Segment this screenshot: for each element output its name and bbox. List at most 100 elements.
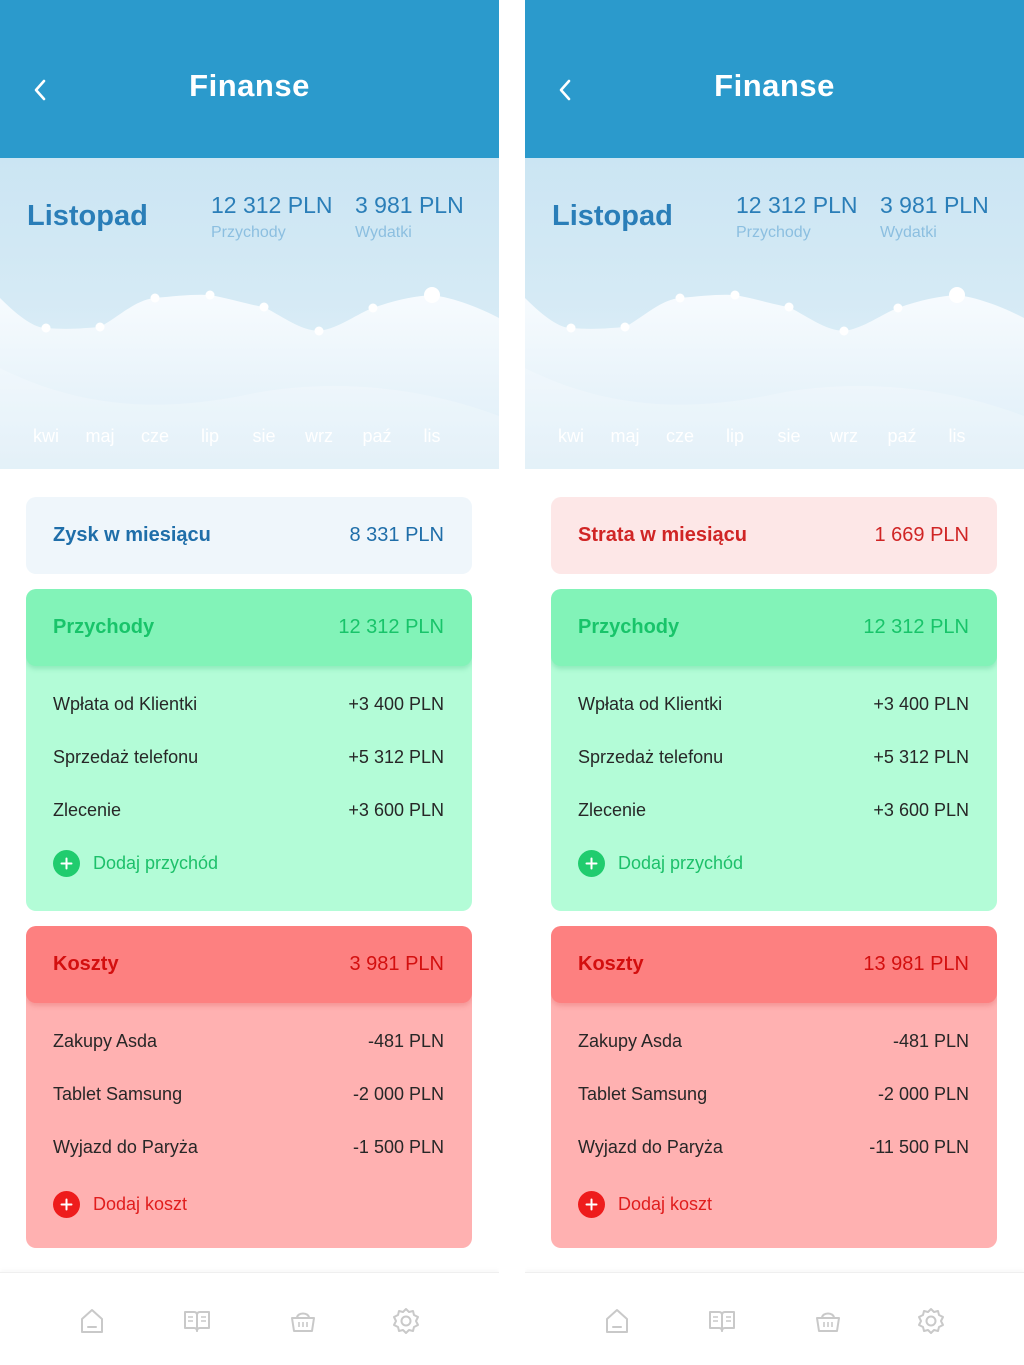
nav-home[interactable] xyxy=(599,1303,635,1339)
chevron-left-icon xyxy=(559,79,571,101)
settings-icon xyxy=(918,1308,944,1334)
cost-row-name: Tablet Samsung xyxy=(53,1084,183,1104)
chart-point-lis-selected[interactable] xyxy=(424,287,440,303)
cost-card-header[interactable]: Koszty 3 981 PLN xyxy=(26,926,472,1003)
income-row-amount: +3 400 PLN xyxy=(873,694,969,714)
income-row-name: Wpłata od Klientki xyxy=(578,694,723,714)
month-label[interactable]: sie xyxy=(252,426,276,446)
cost-row[interactable]: Tablet Samsung -2 000 PLN xyxy=(26,1068,472,1121)
income-card-header[interactable]: Przychody 12 312 PLN xyxy=(551,589,997,666)
month-label[interactable]: lip xyxy=(725,426,744,446)
month-label[interactable]: lip xyxy=(200,426,219,446)
settings-icon xyxy=(393,1308,419,1334)
add-cost-button[interactable]: Dodaj koszt xyxy=(26,1178,472,1231)
month-label[interactable]: cze xyxy=(140,426,169,446)
month-label[interactable]: maj xyxy=(610,426,640,446)
income-card-header[interactable]: Przychody 12 312 PLN xyxy=(26,589,472,666)
income-row[interactable]: Wpłata od Klientki +3 400 PLN xyxy=(26,678,472,731)
cost-row[interactable]: Zakupy Asda -481 PLN xyxy=(551,1015,997,1068)
chart-point-lis-selected[interactable] xyxy=(949,287,965,303)
income-row-amount: +3 600 PLN xyxy=(348,800,444,820)
income-row[interactable]: Sprzedaż telefonu +5 312 PLN xyxy=(26,731,472,784)
cost-row[interactable]: Tablet Samsung -2 000 PLN xyxy=(551,1068,997,1121)
expense-stat: 3 981 PLN Wydatki xyxy=(880,192,989,242)
chart-point-kwi[interactable] xyxy=(566,323,576,333)
chart-point-cze[interactable] xyxy=(150,293,160,303)
cost-row[interactable]: Wyjazd do Paryża -1 500 PLN xyxy=(26,1121,472,1174)
income-card: Przychody 12 312 PLN Wpłata od Klientki … xyxy=(551,589,997,911)
chart-point-sie[interactable] xyxy=(259,302,269,312)
chart-point-lip[interactable] xyxy=(730,290,740,300)
cost-row[interactable]: Zakupy Asda -481 PLN xyxy=(26,1015,472,1068)
cost-card-header[interactable]: Koszty 13 981 PLN xyxy=(551,926,997,1003)
top-app-bar: Finanse xyxy=(0,0,499,158)
chart-point-kwi[interactable] xyxy=(41,323,51,333)
chart-point-wrz[interactable] xyxy=(314,326,324,336)
income-row[interactable]: Zlecenie +3 600 PLN xyxy=(26,784,472,837)
cost-row-amount: -11 500 PLN xyxy=(869,1137,969,1157)
basket-icon xyxy=(291,1312,315,1332)
chart-point-lip[interactable] xyxy=(205,290,215,300)
income-row[interactable]: Wpłata od Klientki +3 400 PLN xyxy=(551,678,997,731)
nav-home[interactable] xyxy=(74,1303,110,1339)
month-label[interactable]: wrz xyxy=(830,426,858,446)
cost-row-name: Wyjazd do Paryża xyxy=(578,1137,723,1157)
add-income-button[interactable]: Dodaj przychód xyxy=(551,837,997,890)
cost-row-name: Zakupy Asda xyxy=(53,1031,158,1051)
cost-card-total: 3 981 PLN xyxy=(349,953,444,975)
chart-point-paz[interactable] xyxy=(893,303,903,313)
summary-label: Zysk w miesiącu xyxy=(53,524,211,546)
add-cost-button[interactable]: Dodaj koszt xyxy=(551,1178,997,1231)
phone-screen-profit: Finanse Listopad xyxy=(0,0,499,1365)
plus-icon xyxy=(53,850,80,877)
plus-icon xyxy=(578,850,605,877)
nav-settings[interactable] xyxy=(388,1303,424,1339)
month-axis: kwi maj cze lip sie wrz paź lis xyxy=(0,426,499,450)
income-stat-label: Przychody xyxy=(211,224,286,241)
phone-screen-loss: Finanse Listopad xyxy=(525,0,1024,1365)
chart-point-paz[interactable] xyxy=(368,303,378,313)
plus-icon xyxy=(578,1191,605,1218)
month-label[interactable]: paź xyxy=(887,426,917,446)
income-stat-label: Przychody xyxy=(736,224,811,241)
chart-point-cze[interactable] xyxy=(675,293,685,303)
chart-point-maj[interactable] xyxy=(95,322,105,332)
month-label[interactable]: lis xyxy=(423,426,441,446)
chevron-left-icon xyxy=(34,79,46,101)
current-month: Listopad xyxy=(27,200,148,232)
chart-point-sie[interactable] xyxy=(784,302,794,312)
back-button[interactable] xyxy=(22,70,58,110)
nav-settings[interactable] xyxy=(913,1303,949,1339)
expense-stat: 3 981 PLN Wydatki xyxy=(355,192,464,242)
bottom-navigation xyxy=(525,1272,1024,1365)
income-row-name: Zlecenie xyxy=(53,800,122,820)
month-label[interactable]: wrz xyxy=(305,426,333,446)
month-label[interactable]: paź xyxy=(362,426,392,446)
income-card: Przychody 12 312 PLN Wpłata od Klientki … xyxy=(26,589,472,911)
month-label[interactable]: maj xyxy=(85,426,115,446)
add-income-button[interactable]: Dodaj przychód xyxy=(26,837,472,890)
income-row[interactable]: Sprzedaż telefonu +5 312 PLN xyxy=(551,731,997,784)
add-cost-label: Dodaj koszt xyxy=(618,1194,713,1214)
month-label[interactable]: kwi xyxy=(558,426,584,446)
summary-value: 8 331 PLN xyxy=(349,524,444,546)
income-row[interactable]: Zlecenie +3 600 PLN xyxy=(551,784,997,837)
nav-basket[interactable] xyxy=(810,1303,846,1339)
cost-row[interactable]: Wyjazd do Paryża -11 500 PLN xyxy=(551,1121,997,1174)
nav-book[interactable] xyxy=(704,1303,740,1339)
nav-basket[interactable] xyxy=(285,1303,321,1339)
month-label[interactable]: lis xyxy=(948,426,966,446)
income-card-total: 12 312 PLN xyxy=(338,616,444,638)
chart-point-maj[interactable] xyxy=(620,322,630,332)
month-label[interactable]: sie xyxy=(777,426,801,446)
current-month: Listopad xyxy=(552,200,673,232)
month-label[interactable]: kwi xyxy=(33,426,59,446)
nav-book[interactable] xyxy=(179,1303,215,1339)
back-button[interactable] xyxy=(547,70,583,110)
add-income-label: Dodaj przychód xyxy=(93,853,219,873)
month-label[interactable]: cze xyxy=(665,426,694,446)
screen-divider xyxy=(499,0,525,1365)
chart-point-wrz[interactable] xyxy=(839,326,849,336)
income-stat: 12 312 PLN Przychody xyxy=(736,192,857,242)
month-chart-panel: Listopad 12 312 PLN Przychody 3 981 PLN … xyxy=(0,158,499,469)
